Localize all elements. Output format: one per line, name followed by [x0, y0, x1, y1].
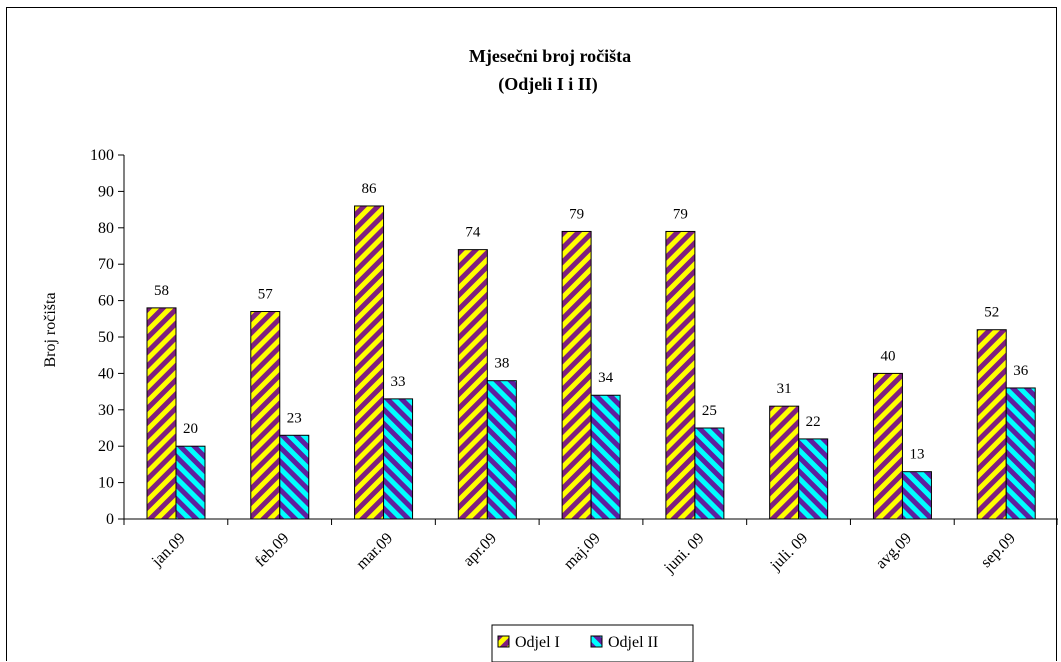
x-tick-label: feb.09: [252, 530, 293, 571]
data-label: 52: [984, 305, 999, 321]
chart-area: Mjesečni broj ročišta (Odjeli I i II) Br…: [6, 7, 1058, 662]
data-label: 57: [258, 287, 274, 303]
data-label: 13: [909, 447, 924, 463]
x-tick-label: maj.09: [561, 530, 604, 573]
data-label: 58: [154, 283, 169, 299]
x-tick-label: mar.09: [353, 530, 396, 573]
legend-swatch: [497, 635, 510, 648]
data-label: 74: [465, 225, 481, 241]
bar-odjel-ii-1: [279, 434, 310, 520]
data-label: 40: [880, 348, 895, 364]
x-tick-label: jan.09: [148, 530, 189, 571]
x-tick-label: sep.09: [978, 530, 1019, 571]
data-label: 25: [702, 403, 717, 419]
bar-odjel-i-4: [561, 230, 592, 520]
data-label: 36: [1013, 363, 1029, 379]
bar-odjel-i-8: [976, 329, 1007, 520]
data-label: 23: [287, 410, 302, 426]
legend: Odjel I Odjel II: [491, 624, 694, 662]
data-label: 79: [569, 206, 584, 222]
data-label: 79: [673, 206, 688, 222]
bar-odjel-ii-0: [175, 445, 206, 520]
y-tick-label: 10: [98, 475, 114, 492]
y-tick-label: 60: [98, 293, 114, 310]
data-label: 33: [391, 374, 406, 390]
y-tick-label: 50: [98, 329, 114, 346]
x-tick-label: juni. 09: [660, 530, 707, 577]
legend-label: Odjel II: [608, 634, 658, 651]
bar-odjel-ii-4: [590, 394, 621, 520]
bar-odjel-ii-7: [901, 471, 932, 520]
bar-chart: Mjesečni broj ročišta (Odjeli I i II) Br…: [42, 46, 1058, 662]
y-tick-label: 30: [98, 402, 114, 419]
data-label: 22: [806, 414, 821, 430]
y-tick-label: 100: [90, 147, 114, 164]
bar-odjel-i-6: [769, 405, 800, 520]
bar-odjel-ii-3: [486, 380, 517, 520]
y-tick-label: 0: [106, 511, 114, 528]
data-label: 31: [777, 381, 792, 397]
bar-odjel-i-5: [665, 230, 696, 520]
bar-odjel-ii-2: [383, 398, 414, 520]
y-tick-label: 40: [98, 365, 114, 382]
y-tick-label: 80: [98, 220, 114, 237]
chart-title: Mjesečni broj ročišta: [469, 46, 631, 66]
y-tick-label: 90: [98, 183, 114, 200]
plot-area: 0 10 20 30 40 50 60 70 80 90 100 58 20 jan.09 57 23 feb.…: [90, 147, 1058, 577]
x-tick-label: apr.09: [460, 530, 500, 570]
bar-odjel-i-0: [146, 307, 177, 520]
data-label: 86: [362, 181, 378, 197]
x-tick-label: juli. 09: [767, 530, 812, 575]
y-tick-label: 20: [98, 438, 114, 455]
data-label: 38: [494, 356, 509, 372]
y-axis-label: Broj ročišta: [42, 292, 59, 367]
bar-odjel-ii-5: [694, 427, 725, 520]
legend-label: Odjel I: [515, 634, 560, 651]
bar-odjel-i-3: [457, 249, 488, 520]
bar-odjel-i-2: [354, 205, 385, 520]
data-label: 20: [183, 421, 198, 437]
bar-odjel-ii-8: [1005, 387, 1036, 520]
x-tick-label: avg.09: [873, 530, 916, 573]
bar-odjel-i-7: [872, 372, 903, 520]
legend-swatch: [590, 635, 603, 648]
y-tick-label: 70: [98, 256, 114, 273]
bar-odjel-ii-6: [798, 438, 829, 520]
data-label: 34: [598, 370, 614, 386]
bar-odjel-i-1: [250, 311, 281, 520]
chart-subtitle: (Odjeli I i II): [498, 74, 598, 95]
